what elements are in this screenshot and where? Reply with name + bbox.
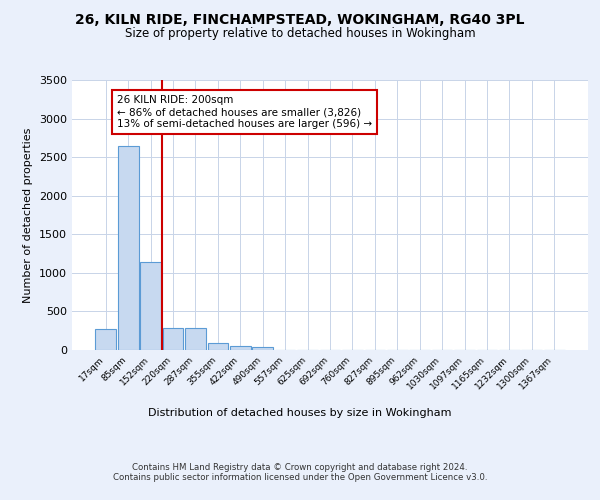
Bar: [140, 262, 161, 350]
Text: 26, KILN RIDE, FINCHAMPSTEAD, WOKINGHAM, RG40 3PL: 26, KILN RIDE, FINCHAMPSTEAD, WOKINGHAM,…: [75, 12, 525, 26]
Text: Contains HM Land Registry data © Crown copyright and database right 2024.
Contai: Contains HM Land Registry data © Crown c…: [113, 462, 487, 482]
Y-axis label: Number of detached properties: Number of detached properties: [23, 128, 34, 302]
Bar: [253, 347, 273, 350]
Text: Size of property relative to detached houses in Wokingham: Size of property relative to detached ho…: [125, 28, 475, 40]
Text: Distribution of detached houses by size in Wokingham: Distribution of detached houses by size …: [148, 408, 452, 418]
Bar: [208, 343, 228, 350]
Bar: [118, 146, 139, 350]
Bar: [185, 328, 206, 350]
Bar: [95, 329, 116, 350]
Bar: [230, 346, 251, 350]
Text: 26 KILN RIDE: 200sqm
← 86% of detached houses are smaller (3,826)
13% of semi-de: 26 KILN RIDE: 200sqm ← 86% of detached h…: [117, 96, 372, 128]
Bar: [163, 328, 184, 350]
